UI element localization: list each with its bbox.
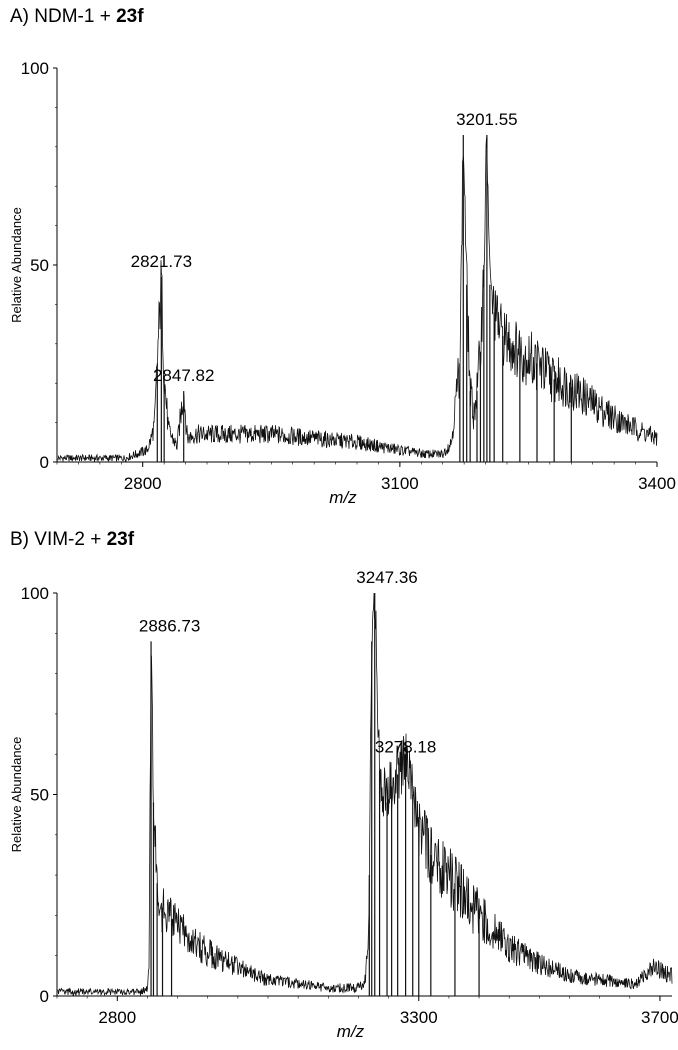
spectrum-plot-a: 0 50 100 2800 3100 3400 Relative Abundance m/z 2… xyxy=(9,59,676,507)
x-tick-label: 3300 xyxy=(400,1008,438,1027)
panel-b-title-compound: 23f xyxy=(106,529,135,550)
spectrum-plot-b: 0 50 100 2800 3300 3700 Relative Abundance m/z 2… xyxy=(9,568,678,1041)
panel-b: B) VIM-2 + 23f 0 50 100 2800 3300 3700 Relativ… xyxy=(0,525,678,1050)
x-tick-label: 3700 xyxy=(641,1008,678,1027)
panel-b-title-prefix: B) VIM-2 + xyxy=(10,529,107,550)
peak-label: 2886.73 xyxy=(139,616,200,635)
y-tick-label: 100 xyxy=(21,584,49,603)
x-tick-label: 3400 xyxy=(638,474,676,493)
x-axis-label: m/z xyxy=(329,488,357,507)
peak-label: 2821.73 xyxy=(131,252,192,271)
y-tick-label: 0 xyxy=(40,987,49,1006)
panel-a-title: A) NDM-1 + 23f xyxy=(10,6,144,28)
panel-a: A) NDM-1 + 23f 0 50 100 2800 3100 3400 Relativ… xyxy=(9,6,676,507)
y-tick-label: 0 xyxy=(40,453,49,472)
panel-a-title-compound: 23f xyxy=(116,6,144,27)
x-tick-label: 2800 xyxy=(98,1008,136,1027)
x-axis-label: m/z xyxy=(337,1022,365,1041)
peak-label: 3247.36 xyxy=(356,568,417,587)
peak-label: 3278.18 xyxy=(375,737,436,756)
y-axis-label: Relative Abundance xyxy=(9,737,24,853)
y-tick-label: 100 xyxy=(21,59,49,78)
panel-a-title-prefix: A) NDM-1 + xyxy=(10,6,117,27)
spectrum-trace xyxy=(57,592,673,997)
panel-b-title: B) VIM-2 + 23f xyxy=(10,529,134,551)
y-tick-label: 50 xyxy=(30,786,49,805)
peak-label: 3201.55 xyxy=(456,110,517,129)
x-tick-label: 3100 xyxy=(381,474,419,493)
y-axis-label: Relative Abundance xyxy=(9,207,24,323)
y-tick-label: 50 xyxy=(30,256,49,275)
x-tick-label: 2800 xyxy=(124,474,162,493)
spectrum-trace xyxy=(57,137,658,463)
peak-label: 2847.82 xyxy=(153,366,214,385)
